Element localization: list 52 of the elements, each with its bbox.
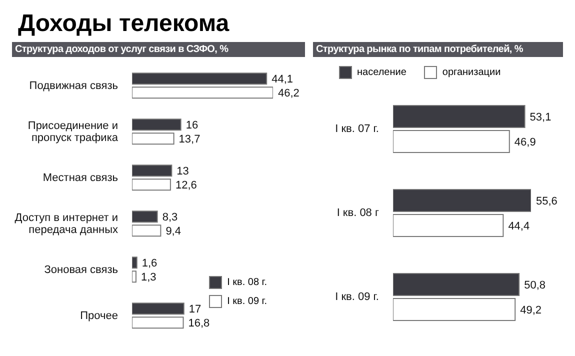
data-label: 13,7 [178,134,200,146]
bar [393,104,526,128]
bar [393,214,504,237]
bar [393,298,516,321]
y-tick-label: Подвижная связь [29,80,118,92]
data-label: 16,8 [188,318,210,330]
chart-title: Структура рынка по типам потребителей, % [313,42,563,57]
bar [393,130,510,153]
bar [132,256,138,269]
data-label: 1,6 [142,258,158,270]
chart-title: Доходы телекома [17,9,230,39]
y-tick-label: Зоновая связь [44,264,118,276]
data-label: 13 [176,166,189,178]
data-label: 1,3 [140,272,156,284]
legend-label: организации [442,67,501,78]
data-label: 46,2 [278,88,300,100]
bar [132,178,171,191]
bar [132,316,184,329]
chart-subtitle: Структура доходов от услуг связи в СЗФО, % [12,42,305,57]
legend-label: I кв. 09 г. [227,296,267,307]
y-tick-label: Прочее [80,310,118,322]
data-label: 17 [188,304,202,316]
bar [132,86,273,99]
data-label: 12,6 [175,180,197,192]
data-label: 9,4 [166,226,181,238]
bar [132,270,136,283]
y-tick-label: I кв. 08 г [336,206,379,219]
bar [132,224,162,237]
bar [132,302,184,315]
data-label: 53,1 [530,111,552,124]
data-label: 46,9 [514,136,536,148]
bar [132,132,174,145]
y-tick-label: I кв. 09 г. [335,290,379,303]
data-label: 8,3 [162,212,178,224]
data-label: 49,2 [520,304,542,316]
y-tick-label: I кв. 07 г. [335,122,379,135]
data-label: 50,8 [524,279,546,292]
legend-label: I кв. 08 г. [227,277,267,288]
data-label: 16 [186,120,198,132]
bar [132,72,268,85]
legend-label: население [357,67,406,78]
bar [132,118,182,131]
bar [132,164,172,177]
y-tick-label: Доступ в интернет и передача данных [14,212,118,236]
bar [393,188,531,212]
y-tick-label: Присоединение и пропуск трафика [28,120,119,144]
y-tick-label: Местная связь [42,172,118,184]
bar [132,210,158,223]
data-label: 44,4 [508,220,530,232]
bar [393,272,520,296]
data-label: 44,1 [272,74,294,86]
data-label: 55,6 [536,195,558,208]
